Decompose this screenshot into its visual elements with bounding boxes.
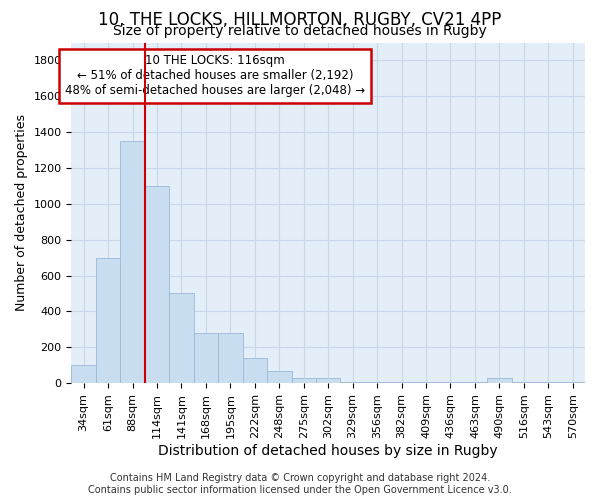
Bar	[340, 382, 365, 383]
Bar	[463, 382, 487, 383]
Bar	[121, 141, 145, 383]
Bar	[316, 378, 340, 383]
Bar	[145, 186, 169, 383]
Text: 10 THE LOCKS: 116sqm
← 51% of detached houses are smaller (2,192)
48% of semi-de: 10 THE LOCKS: 116sqm ← 51% of detached h…	[65, 54, 365, 98]
Bar	[512, 382, 536, 383]
Bar	[267, 370, 292, 383]
Text: Contains HM Land Registry data © Crown copyright and database right 2024.
Contai: Contains HM Land Registry data © Crown c…	[88, 474, 512, 495]
Bar	[242, 358, 267, 383]
Bar	[438, 382, 463, 383]
Bar	[414, 382, 438, 383]
Bar	[194, 333, 218, 383]
X-axis label: Distribution of detached houses by size in Rugby: Distribution of detached houses by size …	[158, 444, 498, 458]
Bar	[365, 382, 389, 383]
Text: Size of property relative to detached houses in Rugby: Size of property relative to detached ho…	[113, 24, 487, 38]
Bar	[536, 382, 560, 383]
Bar	[218, 333, 242, 383]
Bar	[71, 365, 96, 383]
Text: 10, THE LOCKS, HILLMORTON, RUGBY, CV21 4PP: 10, THE LOCKS, HILLMORTON, RUGBY, CV21 4…	[98, 11, 502, 29]
Bar	[96, 258, 121, 383]
Bar	[560, 382, 585, 383]
Bar	[389, 382, 414, 383]
Bar	[292, 378, 316, 383]
Bar	[169, 294, 194, 383]
Bar	[487, 378, 512, 383]
Y-axis label: Number of detached properties: Number of detached properties	[15, 114, 28, 312]
